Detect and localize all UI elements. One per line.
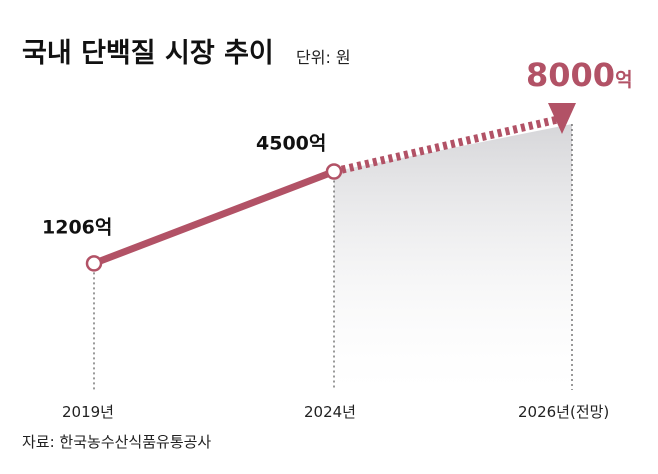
projection-area	[334, 124, 572, 390]
unit-label: 단위: 원	[296, 48, 351, 67]
data-point-2	[548, 103, 576, 134]
x-tick-label-0: 2019년	[62, 403, 114, 421]
source-text: 자료: 한국농수산식품유통공사	[22, 433, 211, 451]
series-line-actual	[90, 168, 338, 267]
value-label-2: 8000억	[526, 56, 633, 94]
x-tick-label-1: 2024년	[304, 403, 356, 421]
data-point-0	[85, 255, 103, 272]
value-label-0: 1206억	[42, 216, 112, 238]
value-label-1: 4500억	[256, 133, 326, 155]
x-tick-label-2: 2026년(전망)	[518, 403, 609, 421]
data-point-1	[325, 163, 343, 180]
chart-title: 국내 단백질 시장 추이	[22, 38, 274, 69]
chart-marks: 1206억 4500억 8000억 2019년 2024년 2026년(전망)	[42, 56, 633, 421]
